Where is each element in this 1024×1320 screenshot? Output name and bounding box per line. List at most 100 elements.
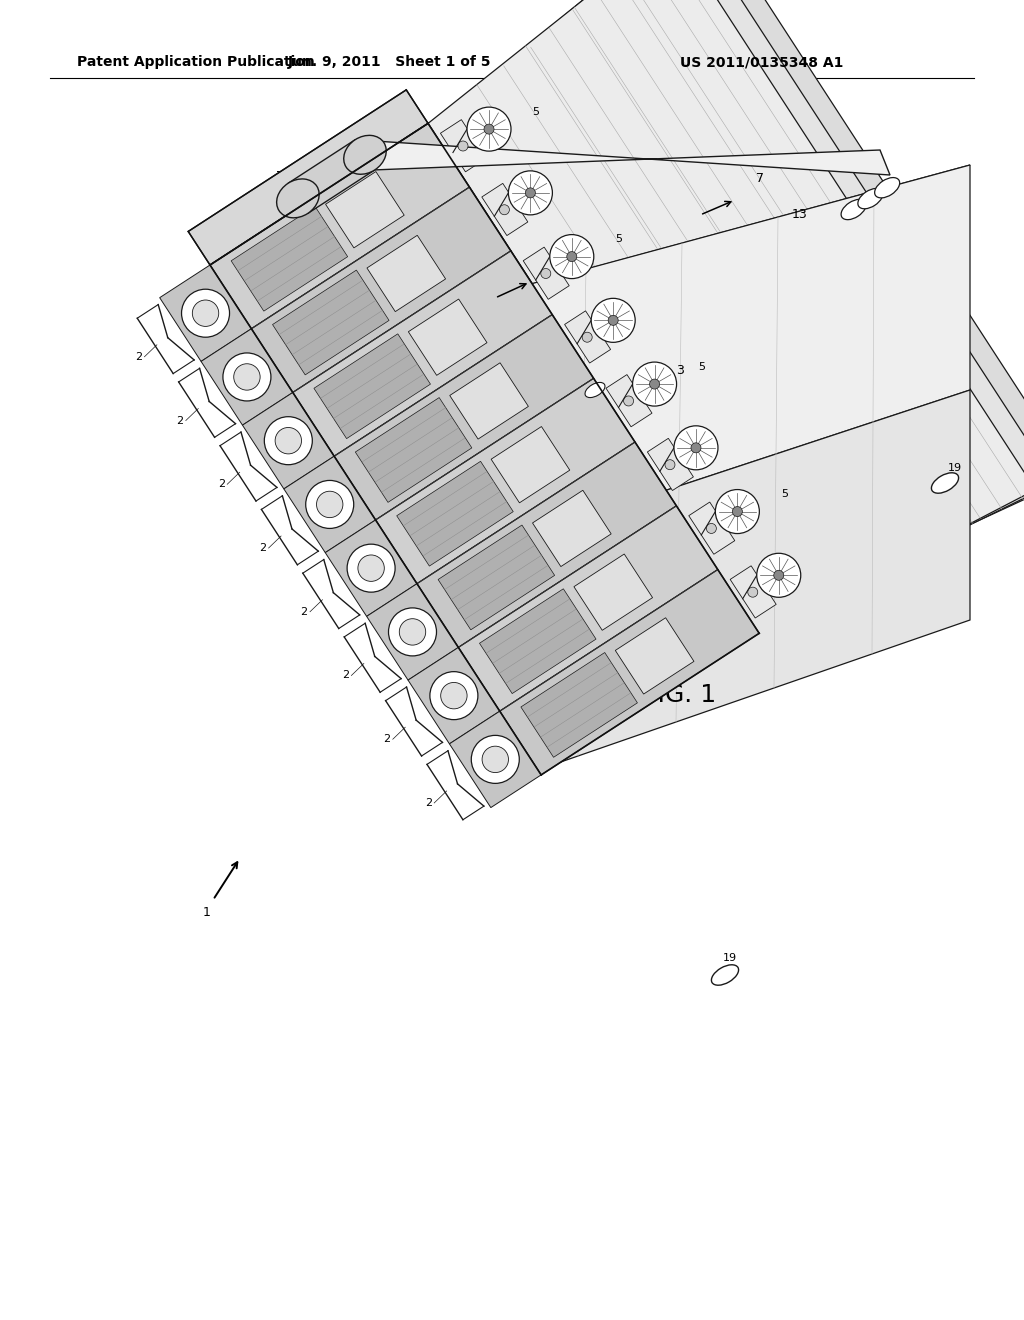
Circle shape [674, 426, 718, 470]
Polygon shape [376, 379, 635, 583]
Text: 4: 4 [708, 441, 715, 451]
Polygon shape [334, 314, 594, 520]
Polygon shape [450, 711, 541, 808]
Polygon shape [459, 0, 1024, 614]
Polygon shape [647, 438, 693, 491]
Text: 4: 4 [791, 569, 798, 578]
Ellipse shape [276, 180, 319, 218]
Circle shape [691, 442, 701, 453]
Polygon shape [480, 389, 970, 789]
Polygon shape [438, 525, 555, 630]
Circle shape [440, 682, 467, 709]
Polygon shape [615, 618, 694, 694]
Circle shape [399, 619, 426, 645]
Polygon shape [482, 183, 527, 235]
Polygon shape [730, 566, 776, 618]
Polygon shape [428, 0, 1024, 634]
Polygon shape [210, 123, 469, 329]
Polygon shape [326, 172, 404, 248]
Text: US 2011/0135348 A1: US 2011/0135348 A1 [680, 55, 844, 69]
Circle shape [306, 480, 353, 528]
Circle shape [193, 300, 219, 326]
Circle shape [633, 362, 677, 407]
Text: 6: 6 [535, 636, 542, 647]
Circle shape [508, 170, 552, 215]
Polygon shape [188, 90, 428, 265]
Polygon shape [408, 647, 500, 744]
Circle shape [484, 124, 494, 135]
Polygon shape [231, 206, 348, 312]
Circle shape [774, 570, 783, 581]
Text: 4: 4 [501, 123, 508, 132]
Text: 1: 1 [203, 906, 211, 919]
Text: 2: 2 [300, 607, 307, 616]
Text: 2: 2 [135, 351, 142, 362]
Text: FIG. 1: FIG. 1 [643, 682, 717, 708]
Polygon shape [564, 310, 610, 363]
Circle shape [388, 609, 436, 656]
Text: 2: 2 [218, 479, 225, 490]
Polygon shape [485, 165, 970, 550]
Text: 5: 5 [780, 490, 787, 499]
Text: 5: 5 [615, 234, 623, 244]
Ellipse shape [712, 965, 738, 985]
Text: 4: 4 [625, 314, 632, 323]
Circle shape [665, 459, 675, 470]
Polygon shape [488, 0, 1024, 594]
Polygon shape [573, 554, 652, 631]
Polygon shape [243, 392, 334, 488]
Polygon shape [532, 490, 611, 566]
Text: 19: 19 [948, 463, 963, 473]
Circle shape [550, 235, 594, 279]
Polygon shape [521, 652, 637, 758]
Text: 5: 5 [532, 107, 540, 116]
Circle shape [608, 315, 618, 325]
Circle shape [649, 379, 659, 389]
Ellipse shape [858, 189, 883, 209]
Polygon shape [523, 247, 569, 300]
Circle shape [583, 333, 592, 342]
Polygon shape [500, 569, 759, 775]
Polygon shape [284, 457, 376, 553]
Polygon shape [252, 187, 511, 392]
Circle shape [624, 396, 634, 407]
Circle shape [233, 364, 260, 391]
Circle shape [567, 252, 577, 261]
Polygon shape [367, 235, 445, 312]
Text: 2: 2 [176, 416, 183, 425]
Circle shape [500, 205, 509, 215]
Circle shape [181, 289, 229, 337]
Text: 3: 3 [676, 363, 684, 376]
Text: 2: 2 [259, 543, 266, 553]
Text: 2: 2 [425, 799, 432, 808]
Polygon shape [272, 271, 389, 375]
Circle shape [591, 298, 635, 342]
Text: 19: 19 [723, 953, 737, 964]
Text: 4: 4 [542, 186, 549, 197]
Polygon shape [479, 589, 596, 693]
Polygon shape [396, 461, 513, 566]
Polygon shape [606, 375, 652, 426]
Circle shape [264, 417, 312, 465]
Ellipse shape [874, 178, 900, 198]
Text: 6: 6 [452, 508, 459, 519]
Polygon shape [314, 334, 430, 438]
Polygon shape [201, 329, 293, 425]
Circle shape [458, 141, 468, 150]
Text: 13: 13 [793, 209, 808, 222]
Text: 4: 4 [584, 249, 591, 260]
Polygon shape [492, 426, 569, 503]
Circle shape [471, 735, 519, 783]
Circle shape [748, 587, 758, 597]
Polygon shape [293, 251, 552, 457]
Circle shape [275, 428, 301, 454]
Circle shape [757, 553, 801, 597]
Circle shape [467, 107, 511, 150]
Circle shape [430, 672, 478, 719]
Circle shape [732, 507, 742, 516]
Polygon shape [326, 520, 417, 616]
Circle shape [316, 491, 343, 517]
Circle shape [716, 490, 760, 533]
Circle shape [223, 352, 271, 401]
Text: 7: 7 [327, 162, 334, 176]
